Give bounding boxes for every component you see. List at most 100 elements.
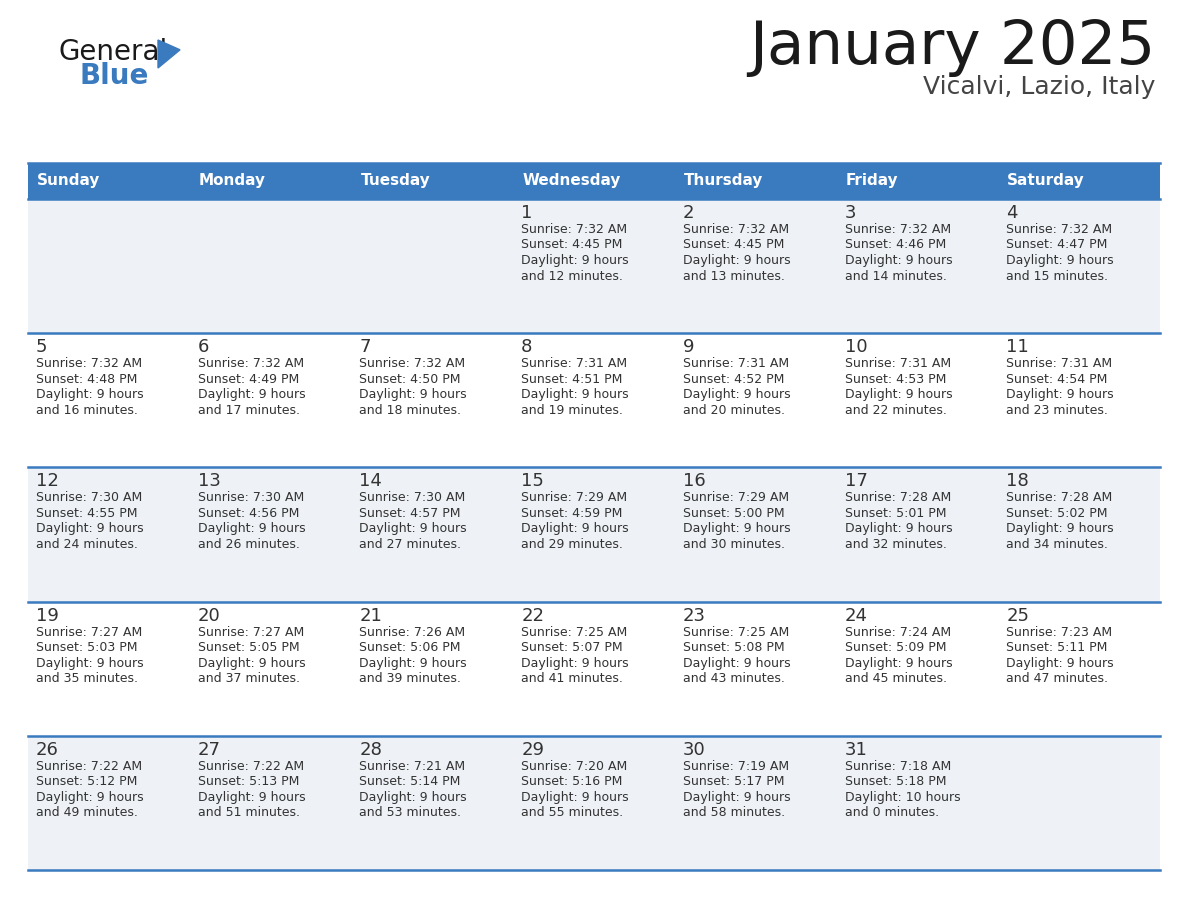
Text: and 55 minutes.: and 55 minutes. [522,806,624,819]
Text: and 49 minutes.: and 49 minutes. [36,806,138,819]
Text: Daylight: 9 hours: Daylight: 9 hours [845,388,953,401]
Text: 13: 13 [197,473,221,490]
Text: Sunday: Sunday [37,174,100,188]
Text: Sunset: 4:52 PM: Sunset: 4:52 PM [683,373,784,386]
Text: Daylight: 9 hours: Daylight: 9 hours [1006,254,1114,267]
Text: Blue: Blue [80,62,150,90]
Text: 8: 8 [522,338,532,356]
Text: Sunrise: 7:19 AM: Sunrise: 7:19 AM [683,760,789,773]
Text: Daylight: 9 hours: Daylight: 9 hours [197,790,305,804]
Text: and 47 minutes.: and 47 minutes. [1006,672,1108,685]
Text: Daylight: 9 hours: Daylight: 9 hours [683,656,790,669]
Bar [836,736,998,870]
Bar [29,736,190,870]
Text: Daylight: 9 hours: Daylight: 9 hours [522,522,628,535]
Bar [513,601,675,736]
Bar [352,467,513,601]
Text: 9: 9 [683,338,694,356]
Text: 2: 2 [683,204,694,222]
Text: Sunset: 4:48 PM: Sunset: 4:48 PM [36,373,138,386]
Bar [29,163,190,199]
Text: Sunrise: 7:32 AM: Sunrise: 7:32 AM [683,223,789,236]
Text: Sunrise: 7:21 AM: Sunrise: 7:21 AM [360,760,466,773]
Text: 11: 11 [1006,338,1029,356]
Bar [513,163,675,199]
Text: Daylight: 9 hours: Daylight: 9 hours [197,388,305,401]
Text: Sunset: 5:18 PM: Sunset: 5:18 PM [845,776,946,789]
Bar [29,199,190,333]
Bar [836,199,998,333]
Text: Sunrise: 7:30 AM: Sunrise: 7:30 AM [36,491,143,504]
Text: Sunrise: 7:29 AM: Sunrise: 7:29 AM [522,491,627,504]
Bar [190,199,352,333]
Text: and 43 minutes.: and 43 minutes. [683,672,785,685]
Text: January 2025: January 2025 [748,18,1155,77]
Text: 28: 28 [360,741,383,759]
Text: Sunset: 5:05 PM: Sunset: 5:05 PM [197,641,299,655]
Text: 1: 1 [522,204,532,222]
Text: and 32 minutes.: and 32 minutes. [845,538,947,551]
Text: 17: 17 [845,473,867,490]
Text: Sunrise: 7:32 AM: Sunrise: 7:32 AM [1006,223,1112,236]
Bar [675,333,836,467]
Bar [675,163,836,199]
Text: Sunrise: 7:31 AM: Sunrise: 7:31 AM [522,357,627,370]
Text: Sunset: 5:09 PM: Sunset: 5:09 PM [845,641,946,655]
Text: 25: 25 [1006,607,1029,624]
Text: 4: 4 [1006,204,1018,222]
Bar [513,333,675,467]
Text: and 18 minutes.: and 18 minutes. [360,404,461,417]
Text: 19: 19 [36,607,59,624]
Text: and 39 minutes.: and 39 minutes. [360,672,461,685]
Bar [352,601,513,736]
Text: Sunrise: 7:18 AM: Sunrise: 7:18 AM [845,760,950,773]
Text: and 37 minutes.: and 37 minutes. [197,672,299,685]
Text: Daylight: 9 hours: Daylight: 9 hours [683,254,790,267]
Text: Sunset: 4:49 PM: Sunset: 4:49 PM [197,373,299,386]
Bar [675,199,836,333]
Text: Daylight: 9 hours: Daylight: 9 hours [360,790,467,804]
Bar [190,467,352,601]
Text: Sunrise: 7:32 AM: Sunrise: 7:32 AM [360,357,466,370]
Text: Daylight: 9 hours: Daylight: 9 hours [1006,522,1114,535]
Text: Sunset: 5:03 PM: Sunset: 5:03 PM [36,641,138,655]
Bar [190,736,352,870]
Text: Sunrise: 7:26 AM: Sunrise: 7:26 AM [360,625,466,639]
Text: Daylight: 9 hours: Daylight: 9 hours [845,656,953,669]
Text: Vicalvi, Lazio, Italy: Vicalvi, Lazio, Italy [923,75,1155,99]
Bar [29,333,190,467]
Text: and 34 minutes.: and 34 minutes. [1006,538,1108,551]
Text: Sunset: 4:56 PM: Sunset: 4:56 PM [197,507,299,520]
Text: Daylight: 9 hours: Daylight: 9 hours [197,656,305,669]
Polygon shape [158,40,181,68]
Text: 22: 22 [522,607,544,624]
Text: 27: 27 [197,741,221,759]
Text: and 27 minutes.: and 27 minutes. [360,538,461,551]
Text: Sunset: 4:45 PM: Sunset: 4:45 PM [522,239,623,252]
Text: and 35 minutes.: and 35 minutes. [36,672,138,685]
Text: 14: 14 [360,473,383,490]
Bar [998,333,1159,467]
Text: 10: 10 [845,338,867,356]
Text: 16: 16 [683,473,706,490]
Text: and 51 minutes.: and 51 minutes. [197,806,299,819]
Text: Daylight: 9 hours: Daylight: 9 hours [1006,656,1114,669]
Text: and 24 minutes.: and 24 minutes. [36,538,138,551]
Text: Sunset: 4:54 PM: Sunset: 4:54 PM [1006,373,1107,386]
Text: and 16 minutes.: and 16 minutes. [36,404,138,417]
Text: Sunrise: 7:32 AM: Sunrise: 7:32 AM [197,357,304,370]
Text: Sunrise: 7:28 AM: Sunrise: 7:28 AM [1006,491,1112,504]
Text: Sunset: 5:13 PM: Sunset: 5:13 PM [197,776,299,789]
Text: and 29 minutes.: and 29 minutes. [522,538,623,551]
Text: and 53 minutes.: and 53 minutes. [360,806,461,819]
Text: Sunset: 4:46 PM: Sunset: 4:46 PM [845,239,946,252]
Bar [190,163,352,199]
Text: Daylight: 9 hours: Daylight: 9 hours [845,522,953,535]
Text: and 23 minutes.: and 23 minutes. [1006,404,1108,417]
Text: Sunset: 5:07 PM: Sunset: 5:07 PM [522,641,623,655]
Text: Sunrise: 7:31 AM: Sunrise: 7:31 AM [683,357,789,370]
Text: Sunrise: 7:22 AM: Sunrise: 7:22 AM [36,760,143,773]
Text: and 13 minutes.: and 13 minutes. [683,270,785,283]
Text: Daylight: 9 hours: Daylight: 9 hours [360,522,467,535]
Text: Sunrise: 7:23 AM: Sunrise: 7:23 AM [1006,625,1112,639]
